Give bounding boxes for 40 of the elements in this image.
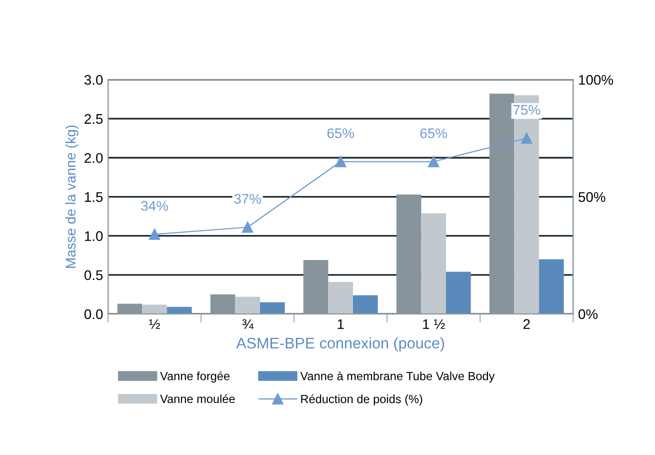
point bbox=[242, 222, 254, 233]
point bbox=[521, 132, 532, 144]
x-tick-label: 1 bbox=[338, 319, 344, 329]
y-tick-label: 2.5 bbox=[84, 114, 103, 124]
bar bbox=[421, 213, 446, 314]
point bbox=[335, 156, 346, 168]
legend-label: Réduction de poids (%) bbox=[301, 394, 422, 406]
bar bbox=[539, 259, 564, 314]
bar bbox=[446, 272, 471, 314]
y-tick-label: 3.0 bbox=[84, 74, 103, 85]
data-label: 34% bbox=[141, 200, 168, 211]
bar bbox=[260, 302, 285, 314]
x-axis-title: ASME-BPE connexion (pouce) bbox=[236, 337, 444, 352]
y2-tick-label: 0% bbox=[578, 309, 598, 320]
x-tick-label: ½ bbox=[149, 319, 160, 329]
y-tick-label: 0.5 bbox=[84, 270, 103, 280]
y-axis-title: Masse de la vanne (kg) bbox=[65, 125, 78, 268]
data-label: 75% bbox=[513, 104, 540, 115]
x-tick-label: ¾ bbox=[242, 319, 254, 330]
x-tick-label: 1 ½ bbox=[423, 319, 445, 329]
y2-tick-label: 100% bbox=[579, 74, 614, 85]
y-tick-label: 2.0 bbox=[84, 153, 103, 163]
y-tick-label: 1.5 bbox=[84, 192, 103, 202]
bar bbox=[142, 304, 167, 314]
bar bbox=[166, 306, 192, 314]
y-tick-label: 0.0 bbox=[84, 309, 103, 320]
data-label: 65% bbox=[420, 128, 448, 138]
legend-label: Vanne à membrane Tube Valve Body bbox=[300, 371, 495, 383]
data-label: 37% bbox=[234, 194, 261, 204]
bar bbox=[328, 282, 353, 314]
legend-label: Vanne forgée bbox=[160, 371, 230, 383]
data-label: 65% bbox=[327, 128, 354, 138]
legend-label: Vanne moulée bbox=[160, 394, 235, 404]
y-tick-label: 1.0 bbox=[84, 231, 103, 242]
bar bbox=[235, 296, 260, 314]
bar bbox=[353, 295, 378, 314]
y2-tick-label: 50% bbox=[578, 192, 606, 202]
point bbox=[149, 228, 160, 240]
x-tick-label: 2 bbox=[523, 319, 530, 329]
point bbox=[428, 156, 440, 168]
